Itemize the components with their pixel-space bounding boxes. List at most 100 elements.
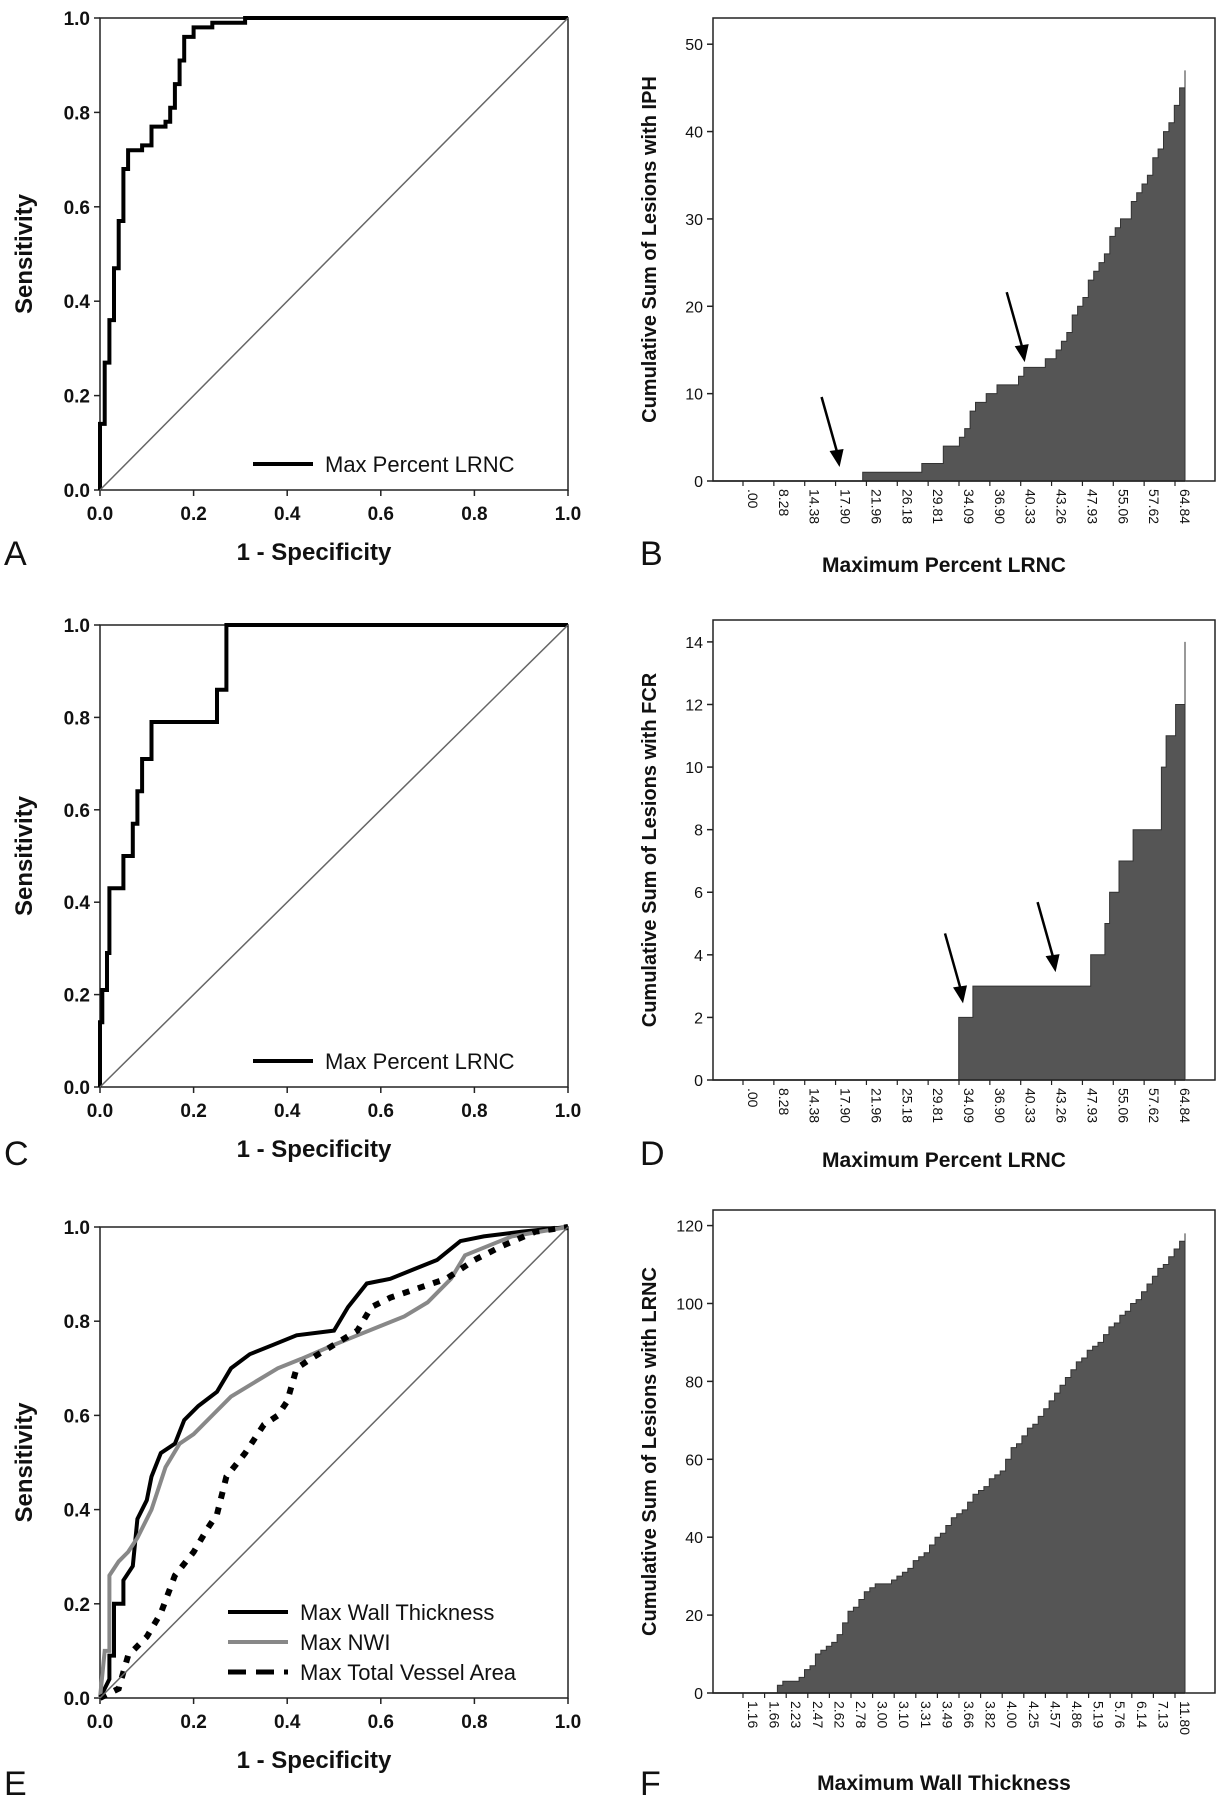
y-tick-label: 0.8 (64, 103, 90, 124)
roc-series-max-percent-lrnc (98, 623, 568, 1087)
x-tick-label: 57.62 (1146, 489, 1162, 524)
legend-entry: Max NWI (300, 1630, 390, 1655)
x-axis-label: Maximum Percent LRNC (822, 1149, 1066, 1172)
y-tick-label: 0.2 (64, 1595, 90, 1616)
y-tick-label: 4 (694, 948, 703, 965)
x-tick-label: 4.86 (1069, 1701, 1085, 1728)
x-tick-label: 1.66 (767, 1701, 783, 1728)
x-tick-label: 4.57 (1047, 1701, 1063, 1728)
y-tick-label: 14 (685, 635, 703, 652)
x-tick-label: 34.09 (961, 1088, 977, 1123)
area-chart-f: 0 20 40 60 80 100 120 1.16 1.66 2.23 2.47 2.62 2.78 3… (639, 1209, 1216, 1800)
y-tick-label: 2 (694, 1010, 703, 1027)
x-tick-label: 0.4 (274, 1101, 301, 1122)
y-tick-label: 60 (685, 1452, 703, 1469)
plot-frame (99, 1226, 569, 1699)
x-tick-label: 29.81 (930, 1088, 946, 1123)
x-tick-label: 5.19 (1091, 1701, 1107, 1728)
x-tick-label: 8.28 (776, 1088, 792, 1115)
x-tick-label: 4.25 (1026, 1701, 1042, 1728)
x-tick-label: 3.82 (983, 1701, 999, 1728)
x-tick-label: 36.90 (992, 1088, 1008, 1123)
arrow-head (1045, 954, 1060, 973)
arrow-head (1014, 344, 1029, 363)
y-tick-label: 1.0 (64, 9, 90, 30)
x-tick-label: 1.0 (555, 504, 581, 525)
roc-series-max-total-vessel-area (98, 1224, 569, 1701)
x-tick-label: 7.13 (1155, 1701, 1171, 1728)
x-tick-label: 3.49 (939, 1701, 955, 1728)
y-tick-label: 0 (694, 1073, 703, 1090)
y-tick-label: 0.6 (64, 1406, 90, 1427)
x-axis-label: 1 - Specificity (237, 1747, 392, 1774)
panel-letter: B (640, 535, 663, 573)
x-tick-label: 26.18 (899, 489, 915, 524)
x-tick-label: 1.0 (555, 1712, 581, 1733)
x-tick-label: 0.4 (274, 504, 301, 525)
x-tick-label: 55.06 (1115, 1088, 1131, 1123)
x-tick-label: 0.2 (180, 1712, 206, 1733)
x-tick-label: 2.23 (788, 1701, 804, 1728)
x-tick-label: 47.93 (1084, 489, 1100, 524)
y-tick-label: 1.0 (64, 616, 90, 637)
x-tick-label: 11.80 (1177, 1701, 1193, 1735)
y-tick-label: 12 (685, 697, 703, 714)
y-axis-label: Sensitivity (11, 193, 38, 314)
x-tick-label: 0.6 (368, 1712, 394, 1733)
legend-entry: Max Percent LRNC (325, 1049, 515, 1074)
x-tick-label: 14.38 (807, 489, 823, 524)
x-tick-label: 0.0 (87, 1101, 113, 1122)
y-tick-label: 0.6 (64, 801, 90, 822)
y-tick-label: 30 (685, 212, 703, 229)
y-tick-label: 0.0 (64, 481, 90, 502)
x-tick-label: 17.90 (838, 1088, 854, 1123)
x-axis-label: Maximum Wall Thickness (817, 1772, 1071, 1795)
y-tick-label: 6 (694, 885, 703, 902)
y-tick-label: 0.2 (64, 986, 90, 1007)
x-tick-label: 43.26 (1054, 489, 1070, 524)
panel-letter: E (4, 1765, 27, 1800)
y-tick-label: 0.4 (64, 893, 91, 914)
y-tick-label: 0.0 (64, 1689, 90, 1710)
x-tick-label: 2.62 (831, 1701, 847, 1728)
roc-chart-c: 0.0 0.2 0.4 0.6 0.8 1.0 0.0 0.2 0.4 0.6 0.8 1.0 1 - … (4, 616, 581, 1173)
y-tick-label: 0.4 (64, 292, 91, 313)
y-tick-label: 0.6 (64, 198, 90, 219)
x-tick-label: 2.47 (810, 1701, 826, 1728)
x-tick-label: 0.4 (274, 1712, 301, 1733)
x-tick-label: 0.8 (461, 1101, 487, 1122)
y-tick-label: 0.2 (64, 387, 90, 408)
arrow-head (953, 985, 967, 1004)
legend-entry: Max Total Vessel Area (300, 1660, 517, 1685)
x-tick-label: 64.84 (1177, 489, 1193, 524)
x-tick-label: 34.09 (961, 489, 977, 524)
x-tick-label: 57.62 (1146, 1088, 1162, 1123)
y-tick-label: 0 (694, 1686, 703, 1703)
x-tick-label: 6.14 (1134, 1701, 1150, 1728)
y-tick-label: 100 (676, 1296, 703, 1313)
x-tick-label: 0.0 (87, 1712, 113, 1733)
x-tick-label: 43.26 (1054, 1088, 1070, 1123)
area-chart-d: 0 2 4 6 8 10 12 14 .00 8.28 14.38 17.90 21.96 25.18 29… (639, 619, 1216, 1173)
x-tick-label: 0.0 (87, 504, 113, 525)
y-tick-label: 20 (685, 1608, 703, 1625)
y-axis-label: Sensitivity (11, 1402, 38, 1523)
y-tick-label: 40 (685, 1530, 703, 1547)
x-tick-label: 47.93 (1084, 1088, 1100, 1123)
x-tick-label: 1.0 (555, 1101, 581, 1122)
area-chart-b: 0 10 20 30 40 50 .00 8.28 14.38 17.90 21.96 26.18 29… (639, 17, 1216, 577)
reference-diagonal (99, 1226, 569, 1699)
roc-series-max-nwi (98, 1225, 569, 1699)
x-axis-label: 1 - Specificity (237, 539, 392, 566)
y-tick-label: 0.8 (64, 1312, 90, 1333)
x-axis-label: 1 - Specificity (237, 1136, 392, 1163)
x-tick-label: 3.10 (896, 1701, 912, 1728)
y-tick-label: 10 (685, 387, 703, 404)
legend-entry: Max Wall Thickness (300, 1600, 494, 1625)
legend-entry: Max Percent LRNC (325, 452, 515, 477)
arrow-head (829, 449, 844, 467)
x-tick-label: 64.84 (1177, 1088, 1193, 1123)
y-axis-label: Sensitivity (11, 795, 38, 916)
reference-diagonal (99, 17, 569, 491)
